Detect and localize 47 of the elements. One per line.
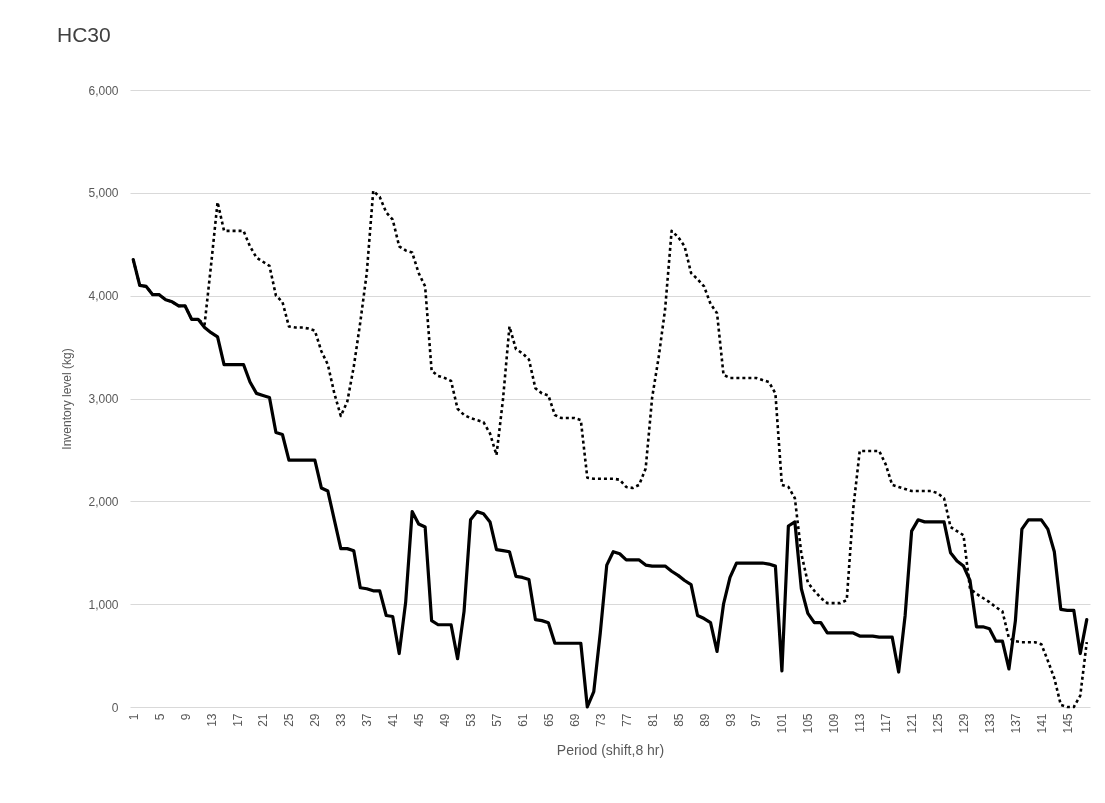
x-tick-label: 113: [853, 713, 868, 733]
y-tick-label: 3,000: [88, 392, 119, 406]
chart-title: HC30: [57, 23, 111, 46]
x-tick-label: 37: [360, 713, 375, 727]
x-tick-label: 125: [931, 713, 946, 734]
x-tick-label: 53: [464, 713, 479, 727]
x-tick-label: 5: [152, 713, 167, 721]
y-tick-label: 5,000: [88, 186, 119, 201]
x-tick-label: 61: [515, 713, 530, 727]
x-tick-label: 141: [1034, 713, 1049, 734]
x-tick-label: 77: [619, 713, 634, 727]
x-tick-label: 137: [1008, 713, 1023, 734]
x-tick-label: 49: [438, 713, 453, 727]
x-tick-label: 81: [645, 713, 660, 727]
x-tick-label: 93: [723, 713, 738, 727]
x-tick-label: 109: [827, 713, 842, 734]
x-tick-label: 129: [957, 713, 972, 734]
x-axis-title: Period (shift,8 hr): [556, 741, 665, 758]
x-tick-label: 29: [308, 713, 323, 727]
x-tick-label: 13: [204, 713, 219, 727]
x-tick-label: 145: [1060, 713, 1075, 734]
x-tick-label: 65: [541, 713, 556, 727]
x-tick-label: 17: [230, 713, 245, 727]
x-tick-label: 41: [386, 713, 401, 727]
x-tick-label: 57: [489, 713, 504, 727]
x-tick-label: 73: [593, 713, 608, 727]
y-tick-label: 4,000: [88, 289, 119, 304]
x-tick-label: 45: [412, 713, 427, 727]
y-axis-title: Inventory level (kg): [60, 348, 75, 450]
x-tick-label: 9: [178, 713, 193, 721]
x-tick-label: 69: [567, 713, 582, 727]
x-tick-label: 105: [801, 713, 816, 734]
x-tick-label: 33: [334, 713, 349, 727]
x-tick-label: 133: [982, 713, 997, 734]
x-tick-label: 89: [697, 713, 712, 727]
y-tick-label: 0: [111, 700, 119, 715]
x-tick-label: 25: [282, 713, 297, 727]
x-tick-label: 1: [126, 713, 141, 721]
x-tick-label: 85: [671, 713, 686, 727]
x-tick-label: 101: [775, 713, 790, 734]
y-tick-label: 1,000: [88, 597, 119, 612]
y-tick-label: 6,000: [88, 83, 119, 98]
x-tick-label: 121: [905, 713, 920, 734]
x-tick-label: 117: [879, 713, 894, 733]
x-tick-label: 21: [256, 713, 271, 727]
x-tick-label: 97: [749, 713, 764, 727]
y-tick-label: 2,000: [88, 494, 119, 509]
